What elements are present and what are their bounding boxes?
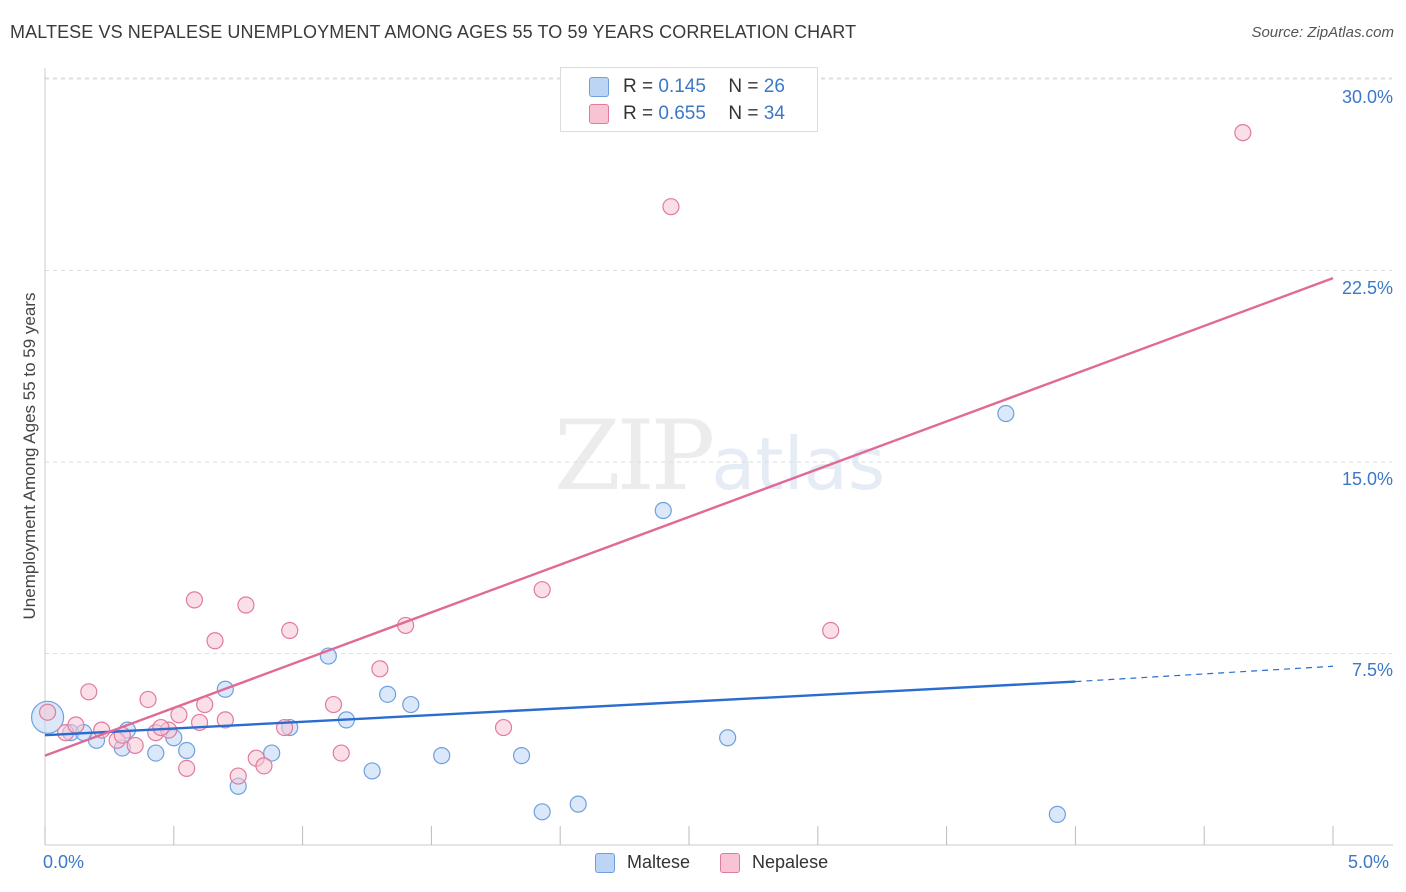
chart-title: MALTESE VS NEPALESE UNEMPLOYMENT AMONG A… — [10, 22, 857, 42]
watermark-atlas: atlas — [711, 422, 886, 506]
nepalese-point — [185, 591, 204, 609]
y-tick-label: 22.5% — [1341, 278, 1393, 298]
y-tick-label: 30.0% — [1341, 87, 1393, 107]
nepalese-point — [206, 632, 224, 650]
x-tick-label: 5.0% — [1348, 852, 1390, 872]
nepalese-point — [229, 767, 247, 785]
nepalese-point — [80, 683, 98, 701]
legend-swatch-nepalese — [720, 852, 741, 873]
legend-label-maltese: Maltese — [627, 852, 691, 872]
legend-n-value: 34 — [763, 103, 785, 124]
source-label: Source: ZipAtlas.com — [1251, 24, 1394, 41]
x-tick-label: 0.0% — [43, 852, 85, 872]
maltese-trend-extension — [1075, 665, 1334, 683]
nepalese-trend-line — [44, 277, 1334, 757]
legend-label-nepalese: Nepalese — [752, 852, 829, 872]
legend-n-label: N = — [728, 103, 759, 124]
nepalese-point — [67, 716, 85, 734]
nepalese-point — [662, 198, 680, 216]
maltese-point — [719, 729, 737, 747]
nepalese-point — [255, 757, 273, 775]
nepalese-point — [38, 703, 57, 721]
maltese-point — [654, 501, 672, 520]
series-legend: Maltese Nepalese — [595, 852, 858, 873]
maltese-point — [533, 803, 551, 821]
maltese-point — [433, 747, 451, 765]
nepalese-point — [332, 744, 350, 762]
maltese-point — [379, 685, 397, 703]
maltese-trend-line — [44, 680, 1076, 737]
legend-r-value: 0.655 — [658, 103, 706, 124]
nepalese-point — [533, 581, 551, 599]
nepalese-point — [126, 736, 144, 755]
maltese-point — [147, 744, 165, 762]
maltese-point — [263, 744, 281, 762]
legend-swatch-maltese — [595, 852, 615, 873]
nepalese-point — [1234, 124, 1252, 142]
nepalese-point — [178, 759, 196, 778]
legend-row-nepalese: R = 0.655 N = 34 — [589, 101, 785, 127]
nepalese-point — [371, 660, 389, 678]
legend-r-value: 0.145 — [658, 76, 706, 97]
maltese-point — [569, 795, 587, 813]
maltese-point — [402, 695, 420, 714]
y-tick-label: 7.5% — [1351, 660, 1393, 680]
legend-n-label: N = — [728, 76, 759, 97]
watermark: ZIPatlas — [554, 400, 885, 512]
nepalese-point — [216, 711, 234, 729]
legend-swatch-nepalese — [589, 104, 609, 124]
legend-r-label: R = — [623, 103, 654, 124]
nepalese-point — [139, 690, 157, 709]
nepalese-point — [822, 621, 840, 640]
nepalese-point — [281, 621, 299, 640]
watermark-zip: ZIP — [554, 400, 715, 512]
nepalese-point — [324, 695, 343, 714]
legend-n-value: 26 — [763, 76, 785, 97]
legend-r-label: R = — [623, 76, 654, 97]
maltese-point — [997, 404, 1015, 423]
nepalese-point — [237, 596, 255, 614]
maltese-point — [178, 741, 196, 760]
maltese-point — [512, 747, 531, 765]
y-tick-label: 15.0% — [1341, 469, 1393, 489]
legend-row-maltese: R = 0.145 N = 26 — [589, 74, 785, 100]
stats-legend: R = 0.145 N = 26 R = 0.655 N = 34 — [560, 67, 818, 132]
legend-item-maltese: Maltese — [595, 852, 690, 873]
legend-swatch-maltese — [589, 77, 609, 97]
maltese-point — [1048, 805, 1066, 823]
nepalese-point — [494, 718, 513, 737]
legend-item-nepalese: Nepalese — [720, 852, 828, 873]
maltese-point — [363, 762, 381, 780]
nepalese-point — [152, 718, 170, 737]
